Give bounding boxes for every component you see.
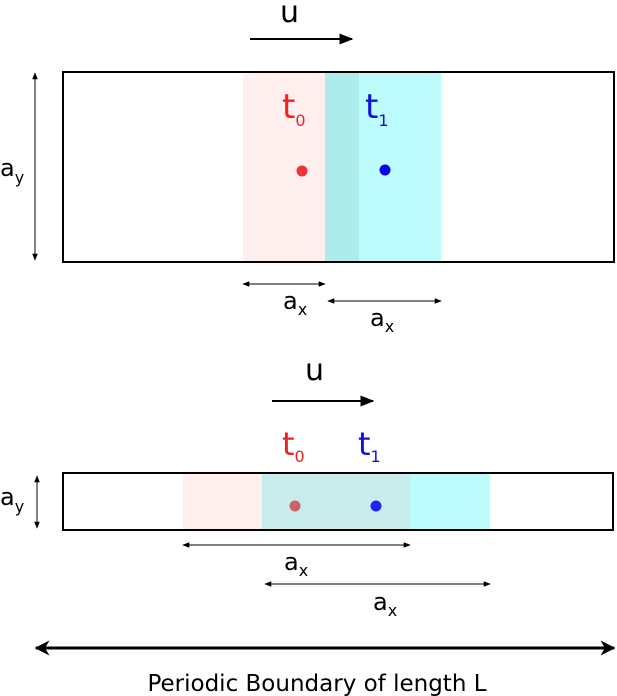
domain-box (62, 472, 614, 531)
overlap-region (262, 473, 410, 530)
ax-base: a (283, 287, 298, 315)
t1-region (359, 72, 441, 262)
t1-dot (370, 500, 382, 512)
ax-sub: x (298, 300, 307, 319)
ay-sub: y (15, 497, 24, 516)
ax-label: ax (284, 548, 308, 580)
t0-sub: 0 (295, 111, 305, 130)
velocity-label: u (280, 0, 299, 30)
ax-base: a (370, 304, 385, 332)
t1-sub: 1 (371, 447, 381, 466)
ay-base: a (0, 154, 15, 182)
t0-sub: 0 (295, 447, 305, 466)
ay-label: ay (0, 154, 24, 187)
t1-region (410, 473, 490, 530)
t1-dot (379, 164, 391, 176)
top-panel: u t0 t1 ay ax ax (0, 0, 615, 336)
t0-label: t0 (282, 87, 306, 130)
overlap-region (325, 72, 359, 262)
t0-dot (296, 165, 308, 177)
ay-base: a (0, 483, 15, 511)
t1-base: t (365, 87, 378, 127)
t0-dot (289, 500, 301, 512)
t1-sub: 1 (378, 111, 388, 130)
ax-sub: x (388, 601, 397, 620)
domain-box (62, 71, 615, 263)
t0-label: t0 (282, 425, 305, 466)
velocity-label: u (305, 353, 324, 388)
ax-label: ax (283, 287, 307, 319)
ax-label: ax (370, 304, 394, 336)
ax-label: ax (373, 588, 397, 620)
ay-sub: y (15, 168, 24, 187)
t1-base: t (358, 425, 371, 463)
ax-sub: x (299, 561, 308, 580)
ax-base: a (284, 548, 299, 576)
t1-label: t1 (365, 87, 389, 130)
ax-sub: x (385, 317, 394, 336)
footer-caption: Periodic Boundary of length L (147, 671, 486, 696)
t0-base: t (282, 87, 295, 127)
ay-label: ay (0, 483, 24, 516)
ax-base: a (373, 588, 388, 616)
t0-base: t (282, 425, 295, 463)
t1-label: t1 (358, 425, 381, 466)
bottom-panel: u t0 t1 ay ax ax (0, 353, 614, 620)
